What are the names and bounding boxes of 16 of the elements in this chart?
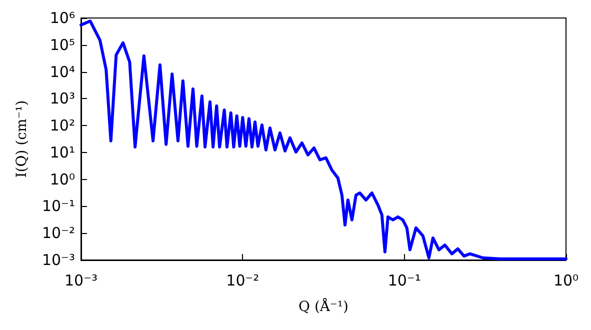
- y-tick-label: 10⁻²: [42, 224, 75, 242]
- y-tick-label: 10¹: [50, 143, 75, 162]
- y-tick-label: 10²: [50, 116, 75, 135]
- y-axis-title: I(Q) (cm⁻¹): [14, 100, 30, 178]
- x-tick-label: 10⁻¹: [388, 272, 421, 290]
- y-tick-label: 10⁵: [50, 36, 75, 54]
- y-tick-label: 10³: [50, 90, 75, 108]
- y-tick-label: 10⁻³: [42, 251, 75, 269]
- y-tick-label: 10⁰: [50, 170, 75, 188]
- x-tick-label: 10⁻²: [226, 272, 260, 290]
- x-axis-title: Q (Å⁻¹): [298, 298, 348, 315]
- y-tick-label: 10⁻¹: [42, 197, 75, 216]
- x-tick-label: 10⁰: [553, 272, 579, 290]
- y-tick-label: 10⁶: [50, 9, 75, 27]
- x-tick-label: 10⁻³: [64, 272, 98, 290]
- y-tick-label: 10⁴: [50, 62, 75, 81]
